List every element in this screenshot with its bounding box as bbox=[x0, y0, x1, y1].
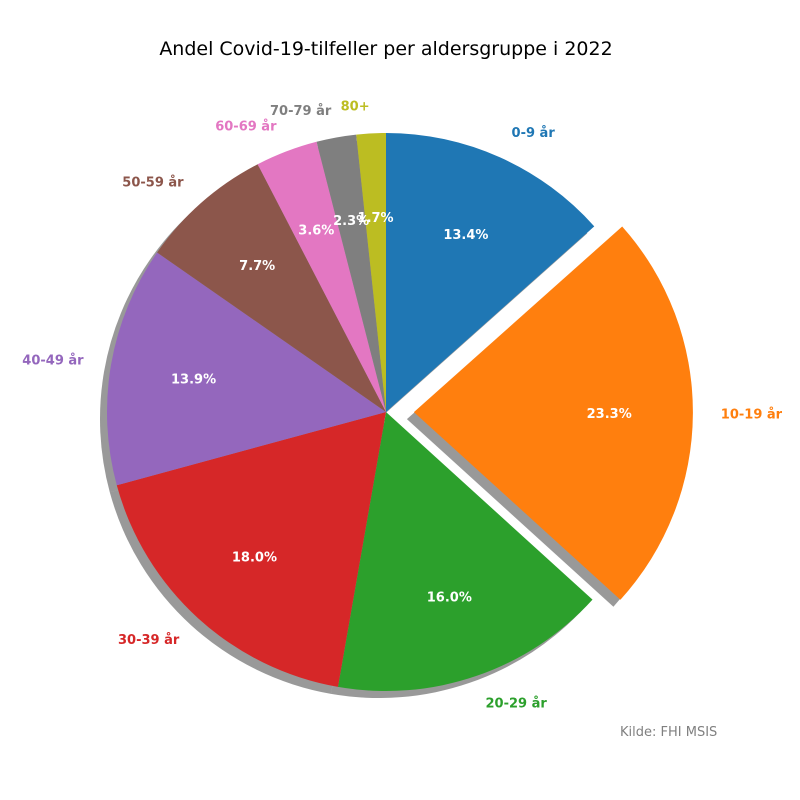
pie-slice-4 bbox=[106, 252, 386, 486]
slice-percent-label: 3.6% bbox=[298, 224, 334, 239]
slice-percent-label: 1.7% bbox=[358, 211, 394, 226]
slice-label: 70-79 år bbox=[270, 104, 332, 119]
pie-slice-1 bbox=[413, 226, 693, 600]
slice-percent-label: 18.0% bbox=[232, 550, 277, 565]
slice-percent-label: 13.9% bbox=[171, 373, 216, 388]
slice-percent-label: 2.3% bbox=[333, 214, 369, 229]
slice-label: 30-39 år bbox=[118, 633, 180, 648]
pie-slice-0 bbox=[386, 133, 595, 412]
slice-label: 10-19 år bbox=[721, 408, 783, 423]
slice-label: 60-69 år bbox=[215, 119, 277, 134]
slice-percent-label: 23.3% bbox=[587, 407, 632, 422]
pie-slice-7 bbox=[316, 134, 386, 412]
slice-label: 0-9 år bbox=[512, 126, 556, 141]
pie-slice-3 bbox=[116, 412, 386, 687]
pie-slice-6 bbox=[257, 141, 386, 412]
pie-slice-8 bbox=[356, 133, 386, 412]
pie-slice-5 bbox=[157, 164, 386, 412]
source-note: Kilde: FHI MSIS bbox=[620, 725, 717, 740]
slice-label: 40-49 år bbox=[22, 354, 84, 369]
pie-slice-2 bbox=[337, 412, 593, 691]
chart-title: Andel Covid-19-tilfeller per aldersgrupp… bbox=[159, 38, 612, 60]
slice-label: 50-59 år bbox=[122, 175, 184, 190]
slice-label: 20-29 år bbox=[486, 696, 548, 711]
slice-percent-label: 13.4% bbox=[443, 228, 488, 243]
slice-label: 80+ bbox=[341, 100, 370, 115]
slice-percent-label: 16.0% bbox=[427, 591, 472, 606]
slice-percent-label: 7.7% bbox=[239, 259, 275, 274]
